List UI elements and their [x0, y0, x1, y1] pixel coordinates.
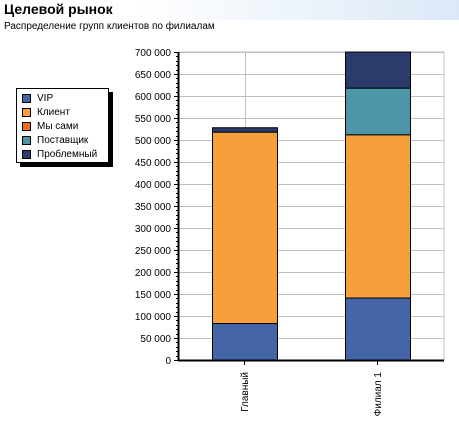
y-tick-label: 650 000: [135, 70, 172, 81]
bar-segment-2-2: [345, 134, 411, 299]
y-tick-label: 500 000: [135, 136, 172, 147]
y-tick-label: 50 000: [140, 334, 171, 345]
legend-swatch-client: [22, 107, 31, 117]
legend-label-ourselves: Мы сами: [37, 120, 79, 132]
bar-segment-1-5: [212, 127, 278, 133]
y-tick-label: 250 000: [135, 246, 172, 257]
y-tick-label: 0: [165, 356, 171, 367]
legend-label-supplier: Поставщик: [37, 134, 89, 146]
chart-header: Целевой рынок: [0, 0, 459, 20]
chart-legend: VIP Клиент Мы сами Поставщик Проблемный: [16, 88, 109, 163]
y-tick-label: 700 000: [135, 48, 172, 59]
legend-item-client: Клиент: [22, 106, 70, 118]
x-tick-label: Главный: [240, 372, 251, 412]
legend-item-supplier: Поставщик: [22, 134, 88, 146]
legend-item-vip: VIP: [22, 92, 53, 104]
bar-segment-2-1: [345, 297, 411, 361]
y-tick-label: 600 000: [135, 92, 172, 103]
x-tick-label: Филиал 1: [373, 372, 384, 417]
legend-label-problematic: Проблемный: [37, 148, 98, 160]
legend-item-problematic: Проблемный: [22, 148, 97, 160]
y-tick-label: 200 000: [135, 268, 172, 279]
y-tick-label: 150 000: [135, 290, 172, 301]
bar-segment-1-1: [212, 323, 278, 362]
bar-segment-2-5: [345, 51, 411, 89]
legend-label-client: Клиент: [37, 106, 70, 118]
y-tick-label: 450 000: [135, 158, 172, 169]
y-tick-label: 300 000: [135, 224, 172, 235]
legend-swatch-vip: [22, 93, 31, 103]
bar-segment-1-2: [212, 131, 278, 325]
legend-swatch-problematic: [22, 149, 31, 159]
y-tick-label: 100 000: [135, 312, 172, 323]
chart-title: Целевой рынок: [4, 1, 113, 17]
legend-label-vip: VIP: [37, 92, 54, 104]
legend-item-ourselves: Мы сами: [22, 120, 78, 132]
y-tick-label: 350 000: [135, 202, 172, 213]
chart-subtitle: Распределение групп клиентов по филиалам: [4, 21, 215, 32]
y-tick-label: 400 000: [135, 180, 172, 191]
legend-swatch-supplier: [22, 135, 31, 145]
bar-segment-2-4: [345, 87, 411, 136]
legend-swatch-ourselves: [22, 121, 31, 131]
y-tick-label: 550 000: [135, 114, 172, 125]
